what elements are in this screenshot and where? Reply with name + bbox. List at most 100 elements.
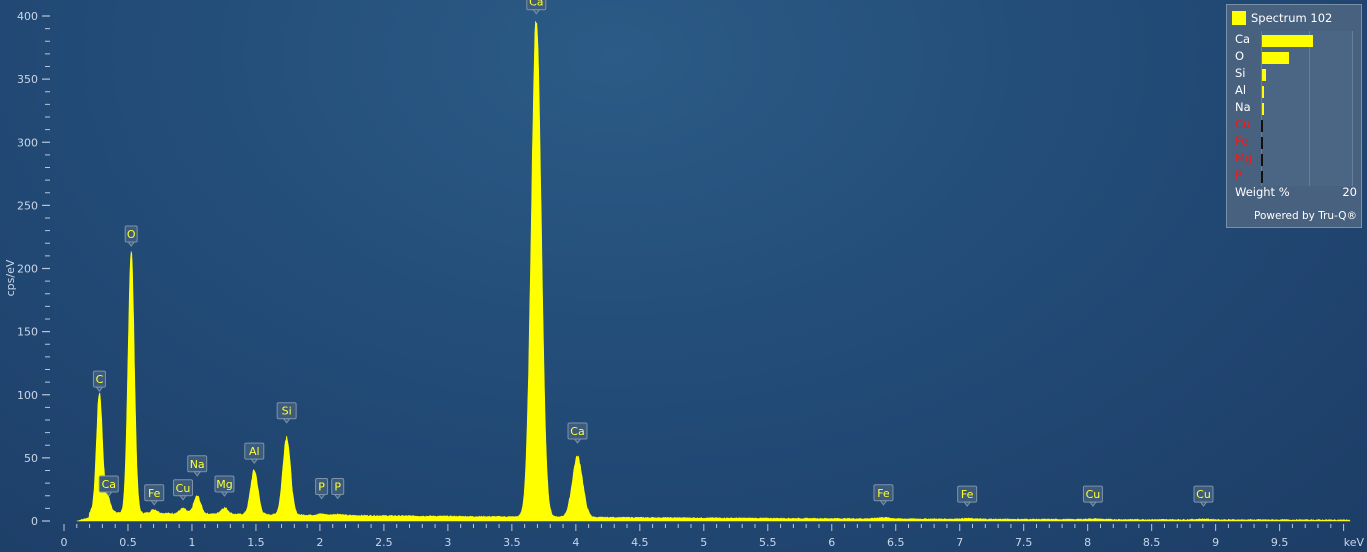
legend-bar: [1262, 52, 1290, 64]
spectrum-area: [76, 21, 1351, 522]
legend-element: Na: [1235, 100, 1251, 114]
legend-row-p: P: [1235, 167, 1360, 184]
y-tick-label: 100: [17, 389, 38, 402]
legend-row-mg: Mg: [1235, 150, 1360, 167]
x-tick-label: 7.5: [1015, 536, 1033, 549]
peak-label-text: Cu: [1086, 488, 1101, 501]
legend-element: Si: [1235, 66, 1246, 80]
x-tick-label: 0.5: [119, 536, 137, 549]
x-tick-label: 0: [61, 536, 68, 549]
peak-label[interactable]: Fe: [957, 485, 978, 507]
legend-bar-empty: [1261, 154, 1263, 166]
x-tick-label: 8.5: [1143, 536, 1161, 549]
x-tick-label: 6.5: [887, 536, 905, 549]
legend-bar: [1262, 35, 1314, 47]
peak-label-text: P: [334, 480, 341, 493]
y-tick-label: 150: [17, 326, 38, 339]
legend-bar-empty: [1261, 171, 1263, 183]
legend-element: Fe: [1235, 134, 1249, 148]
peak-label[interactable]: Fe: [873, 484, 894, 506]
y-tick-label: 250: [17, 199, 38, 212]
legend-row-al: Al: [1235, 82, 1360, 99]
peak-label-text: Ca: [529, 0, 543, 9]
peak-label[interactable]: Cu: [173, 479, 194, 501]
x-tick-label: 2.5: [375, 536, 393, 549]
y-axis-label: cps/eV: [4, 259, 17, 296]
peak-labels: C Ca O Fe Cu Na Mg Al Si P P Ca Ca Fe Fe Cu Cu: [92, 0, 1214, 507]
legend-element: Mg: [1235, 151, 1253, 165]
x-tick-label: 4.5: [631, 536, 649, 549]
legend-row-cu: Cu: [1235, 116, 1360, 133]
peak-label-text: Mg: [216, 478, 232, 491]
legend-row-o: O: [1235, 48, 1360, 65]
peak-label-text: Si: [282, 405, 292, 418]
peak-label[interactable]: Na: [187, 455, 208, 477]
legend-footer: Powered by Tru-Q®: [1254, 210, 1357, 222]
peak-label[interactable]: P: [315, 477, 329, 500]
peak-label[interactable]: P: [331, 477, 345, 500]
spectrum-name: Spectrum 102: [1251, 11, 1333, 25]
y-tick-label: 400: [17, 10, 38, 23]
peak-label-text: Al: [249, 445, 260, 458]
x-tick-label: 4: [572, 536, 579, 549]
peak-label[interactable]: Ca: [567, 422, 588, 444]
legend-rows: Ca O Si Al Na Cu Fe Mg P: [1235, 31, 1360, 184]
legend-element: O: [1235, 49, 1245, 63]
peak-label-text: Na: [190, 458, 205, 471]
x-tick-label: 5.5: [759, 536, 777, 549]
peak-label-text: Fe: [961, 488, 974, 501]
legend-element: Ca: [1235, 32, 1251, 46]
peak-label-text: C: [96, 373, 104, 386]
legend-gridline: [1309, 31, 1310, 186]
x-axis-label: keV: [1344, 536, 1365, 549]
x-tick-label: 6: [828, 536, 835, 549]
legend-bar-empty: [1261, 137, 1263, 149]
peak-label[interactable]: Ca: [98, 475, 119, 497]
y-tick-label: 50: [24, 452, 38, 465]
y-tick-label: 0: [31, 515, 38, 528]
x-tick-label: 9: [1212, 536, 1219, 549]
x-tick-label: 5: [700, 536, 707, 549]
legend-row-fe: Fe: [1235, 133, 1360, 150]
peak-label-text: Cu: [1196, 488, 1211, 501]
peak-label[interactable]: Ca: [526, 0, 547, 15]
y-tick-label: 200: [17, 263, 38, 276]
y-tick-label: 300: [17, 136, 38, 149]
peak-label-text: Fe: [148, 487, 161, 500]
peak-label[interactable]: Si: [276, 402, 297, 424]
legend-bar-empty: [1261, 120, 1263, 132]
peak-label[interactable]: Al: [244, 442, 265, 464]
legend-bar: [1262, 103, 1264, 115]
legend-element: Al: [1235, 83, 1247, 97]
peak-label[interactable]: Fe: [144, 484, 165, 506]
peak-label-text: P: [318, 480, 325, 493]
x-tick-label: 7: [956, 536, 963, 549]
peak-label[interactable]: O: [124, 225, 138, 247]
legend-row-si: Si: [1235, 65, 1360, 82]
peak-label[interactable]: Mg: [214, 475, 235, 497]
peak-label-text: Ca: [570, 425, 584, 438]
legend-axis-label: Weight %: [1235, 185, 1290, 199]
y-tick-label: 350: [17, 73, 38, 86]
spectrum-swatch: [1232, 11, 1246, 25]
peak-label[interactable]: Cu: [1082, 485, 1103, 507]
legend-row-ca: Ca: [1235, 31, 1360, 48]
x-tick-label: 3.5: [503, 536, 521, 549]
x-tick-label: 1: [188, 536, 195, 549]
x-tick-label: 9.5: [1271, 536, 1289, 549]
peak-label[interactable]: Cu: [1193, 485, 1214, 507]
x-tick-label: 3: [444, 536, 451, 549]
peak-label-text: Ca: [102, 478, 116, 491]
x-axis: 0 0.5 1 1.5 2 2.5 3 3.5 4 4.5 5 5.5 6 6.5 7 7.5 8 8.5 9 9.5: [61, 524, 1345, 549]
legend-header: Spectrum 102: [1232, 11, 1332, 25]
legend-bar: [1262, 69, 1267, 81]
legend-element: Cu: [1235, 117, 1251, 131]
x-tick-label: 1.5: [247, 536, 265, 549]
peak-label[interactable]: C: [92, 370, 106, 393]
peak-label-text: Fe: [877, 487, 890, 500]
legend-element: P: [1235, 168, 1242, 182]
legend-bar: [1262, 86, 1264, 98]
peak-label-text: Cu: [176, 482, 191, 495]
x-tick-label: 8: [1084, 536, 1091, 549]
